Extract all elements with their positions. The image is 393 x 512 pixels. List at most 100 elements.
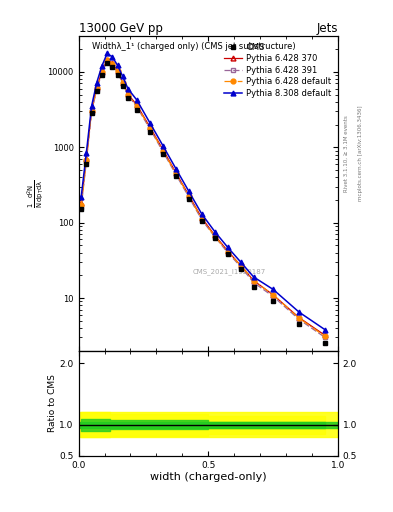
- Text: Widthλ_1¹ (charged only) (CMS jet substructure): Widthλ_1¹ (charged only) (CMS jet substr…: [92, 42, 295, 51]
- Pythia 6.428 391: [134, 104, 140, 110]
- Pythia 6.428 391: [148, 126, 152, 132]
- Pythia 6.428 370: [174, 169, 178, 176]
- CMS: [99, 72, 104, 78]
- Pythia 6.428 391: [115, 69, 120, 75]
- Pythia 6.428 370: [125, 91, 130, 97]
- Pythia 6.428 370: [160, 146, 165, 153]
- CMS: [148, 129, 152, 135]
- Pythia 6.428 default: [120, 80, 125, 86]
- Pythia 6.428 default: [187, 193, 191, 199]
- Pythia 6.428 391: [84, 158, 89, 164]
- CMS: [79, 206, 84, 212]
- Pythia 6.428 391: [94, 86, 99, 92]
- Pythia 8.308 default: [110, 54, 115, 60]
- Pythia 6.428 default: [271, 292, 275, 298]
- Pythia 6.428 default: [160, 147, 165, 154]
- Pythia 6.428 370: [226, 248, 230, 254]
- Text: mcplots.cern.ch [arXiv:1306.3436]: mcplots.cern.ch [arXiv:1306.3436]: [358, 106, 363, 201]
- Pythia 8.308 default: [94, 79, 99, 86]
- Pythia 6.428 370: [187, 193, 191, 199]
- Pythia 6.428 default: [125, 92, 130, 98]
- Pythia 8.308 default: [115, 62, 120, 69]
- Y-axis label: $\frac{1}{\mathrm{N}}\frac{\mathrm{d}^2\mathrm{N}}{\mathrm{d}p_\mathrm{T}\mathrm: $\frac{1}{\mathrm{N}}\frac{\mathrm{d}^2\…: [25, 179, 46, 207]
- Pythia 6.428 370: [148, 124, 152, 130]
- Text: CMS_2021_I1920187: CMS_2021_I1920187: [193, 269, 266, 275]
- Pythia 6.428 391: [212, 233, 217, 240]
- Pythia 6.428 391: [174, 172, 178, 178]
- Pythia 8.308 default: [160, 142, 165, 148]
- Pythia 6.428 default: [99, 70, 104, 76]
- Text: Jets: Jets: [316, 22, 338, 35]
- Pythia 6.428 default: [252, 278, 256, 284]
- Pythia 6.428 391: [187, 194, 191, 200]
- Pythia 6.428 370: [84, 156, 89, 162]
- Pythia 6.428 default: [84, 157, 89, 163]
- Pythia 6.428 370: [271, 292, 275, 298]
- CMS: [252, 284, 256, 290]
- Pythia 6.428 370: [115, 68, 120, 74]
- Pythia 6.428 391: [89, 109, 94, 115]
- CMS: [323, 340, 327, 347]
- Pythia 8.308 default: [120, 73, 125, 79]
- CMS: [297, 321, 301, 327]
- Pythia 8.308 default: [79, 194, 84, 200]
- Pythia 8.308 default: [105, 50, 110, 56]
- Pythia 6.428 391: [99, 70, 104, 76]
- Pythia 6.428 370: [238, 263, 243, 269]
- Pythia 6.428 370: [94, 84, 99, 91]
- CMS: [212, 235, 217, 241]
- Pythia 8.308 default: [199, 211, 204, 217]
- Pythia 6.428 391: [297, 316, 301, 323]
- Line: Pythia 8.308 default: Pythia 8.308 default: [79, 51, 327, 332]
- Pythia 6.428 370: [79, 200, 84, 206]
- Pythia 6.428 370: [252, 278, 256, 284]
- Pythia 6.428 370: [323, 332, 327, 338]
- CMS: [134, 107, 140, 113]
- Pythia 6.428 default: [297, 315, 301, 321]
- Line: Pythia 6.428 default: Pythia 6.428 default: [79, 58, 327, 339]
- CMS: [110, 64, 115, 70]
- Pythia 8.308 default: [252, 274, 256, 280]
- Pythia 6.428 391: [105, 58, 110, 64]
- Pythia 8.308 default: [174, 165, 178, 172]
- Pythia 6.428 391: [199, 217, 204, 223]
- Pythia 6.428 370: [120, 79, 125, 86]
- Pythia 6.428 391: [160, 148, 165, 155]
- Pythia 6.428 370: [212, 232, 217, 238]
- Pythia 8.308 default: [125, 86, 130, 92]
- Pythia 6.428 default: [94, 85, 99, 91]
- X-axis label: width (charged-only): width (charged-only): [150, 472, 266, 482]
- CMS: [238, 266, 243, 272]
- Pythia 6.428 default: [115, 69, 120, 75]
- CMS: [187, 196, 191, 202]
- Pythia 8.308 default: [187, 188, 191, 195]
- Pythia 6.428 370: [134, 102, 140, 109]
- Pythia 8.308 default: [84, 150, 89, 156]
- Pythia 8.308 default: [99, 63, 104, 69]
- Pythia 6.428 default: [105, 57, 110, 63]
- Pythia 8.308 default: [238, 259, 243, 265]
- CMS: [89, 111, 94, 117]
- Pythia 6.428 370: [99, 69, 104, 75]
- CMS: [125, 95, 130, 101]
- Pythia 6.428 391: [252, 280, 256, 286]
- Pythia 6.428 370: [297, 314, 301, 321]
- Line: Pythia 6.428 391: Pythia 6.428 391: [79, 58, 327, 340]
- CMS: [105, 60, 110, 66]
- Pythia 6.428 370: [110, 60, 115, 66]
- Pythia 6.428 default: [323, 333, 327, 339]
- Text: 13000 GeV pp: 13000 GeV pp: [79, 22, 162, 35]
- Line: CMS: CMS: [79, 61, 327, 346]
- Y-axis label: Ratio to CMS: Ratio to CMS: [48, 374, 57, 432]
- CMS: [226, 251, 230, 258]
- Pythia 6.428 391: [110, 61, 115, 68]
- CMS: [84, 161, 89, 167]
- Pythia 6.428 391: [238, 264, 243, 270]
- Pythia 6.428 default: [212, 233, 217, 239]
- Pythia 6.428 default: [174, 170, 178, 177]
- Pythia 8.308 default: [271, 286, 275, 292]
- Pythia 8.308 default: [89, 103, 94, 109]
- Pythia 6.428 391: [79, 204, 84, 210]
- Pythia 6.428 391: [323, 334, 327, 340]
- CMS: [94, 89, 99, 95]
